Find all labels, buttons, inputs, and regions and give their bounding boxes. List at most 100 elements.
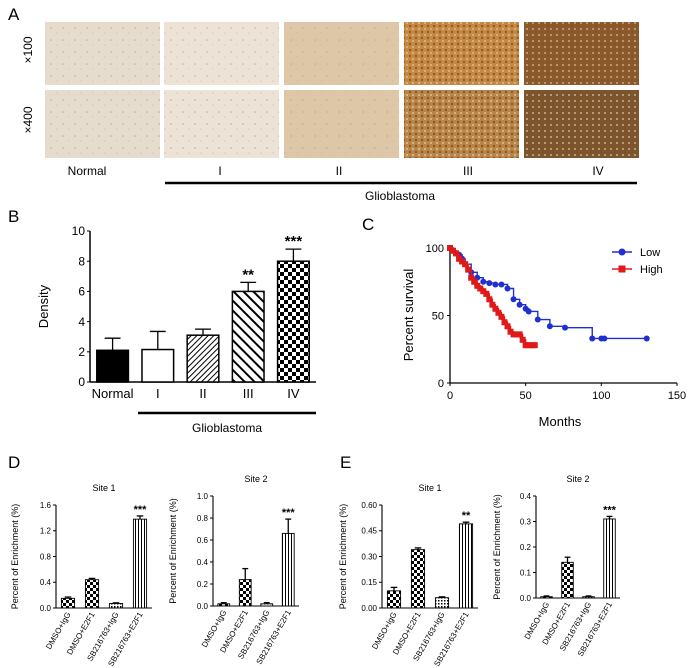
glioblastoma-label-a: Glioblastoma: [365, 189, 435, 203]
micrograph-texture: [524, 90, 639, 158]
data-point-high: [486, 296, 493, 303]
panel-letter-c: C: [362, 215, 374, 234]
legend-marker-low: [618, 248, 626, 256]
y-tick-label: 0.0: [520, 594, 532, 603]
data-point-high: [465, 266, 472, 273]
chart-d-site2: 0.0 0.2 0.4 0.6 0.8 1.0 Percent of Enrichment …: [168, 474, 299, 666]
y-tick-label: 0: [78, 375, 85, 389]
micrograph-texture: [284, 22, 399, 85]
x-tick-label: III: [243, 386, 254, 401]
x-tick-label: 150: [668, 390, 686, 402]
data-point-high: [516, 331, 523, 338]
y-axis-label: Percent of Enrichment (%): [168, 498, 178, 604]
panel-a-column-labels: Normal I II III IV: [68, 164, 604, 178]
data-point-high: [483, 290, 490, 297]
panel-letter-b: B: [8, 207, 19, 226]
x-tick-label: 0: [447, 390, 453, 402]
chart-c-survival: 0 50 100 0 50 100 150 Months Percent survival Low…: [401, 243, 686, 429]
bar-sb216763-e2f1: [603, 518, 616, 599]
x-tick-label: Normal: [92, 386, 134, 401]
bar-iii: [231, 290, 265, 383]
row-label-400x: ×400: [21, 106, 35, 133]
bar-sb216763-igg: [434, 597, 450, 609]
y-tick-label: 0.30: [361, 552, 377, 561]
y-tick-label: 0.8: [40, 552, 52, 561]
significance-mark: ***: [285, 233, 303, 250]
bar-sb216763-e2f1: [132, 518, 148, 609]
significance-mark: ***: [282, 507, 296, 519]
data-point-high: [462, 261, 469, 268]
y-tick-label: 0.2: [197, 580, 209, 589]
data-point-high: [453, 250, 460, 257]
y-tick-label: 6: [78, 285, 85, 299]
column-label: II: [336, 164, 343, 178]
data-point-high: [525, 342, 532, 349]
data-point-low: [562, 324, 569, 331]
data-point-low: [504, 285, 511, 292]
chart-title: Site 2: [244, 474, 267, 484]
data-point-high: [477, 285, 484, 292]
bar-iv: [276, 260, 310, 383]
bar-dmso-e2f1: [238, 579, 252, 607]
bar-sb216763-e2f1: [281, 532, 295, 607]
micrograph-texture: [284, 90, 399, 158]
x-tick-label: I: [156, 386, 160, 401]
panel-letter-d: D: [8, 453, 20, 472]
micrograph-texture: [45, 90, 160, 158]
data-point-high: [447, 245, 453, 251]
data-point-low: [589, 335, 596, 342]
x-tick-label: II: [199, 386, 206, 401]
bar-dmso-e2f1: [84, 579, 100, 609]
data-point-high: [531, 342, 538, 349]
bar-sb216763-e2f1: [458, 523, 474, 609]
data-point-high: [492, 305, 499, 312]
micrograph-texture: [164, 22, 279, 85]
data-point-high: [474, 282, 481, 289]
bar-dmso-igg: [540, 596, 553, 599]
data-point-high: [456, 255, 463, 262]
bar-dmso-igg: [60, 597, 76, 609]
y-tick-label: 1.2: [40, 527, 52, 536]
x-tick-label: 100: [592, 390, 610, 402]
data-point-high: [504, 323, 511, 330]
panel-a-micrographs: [45, 22, 639, 158]
micrograph-texture: [404, 22, 519, 85]
bar-dmso-e2f1: [410, 549, 426, 609]
chart-title: Site 1: [418, 483, 441, 493]
bar-dmso-e2f1: [561, 561, 574, 599]
data-point-low: [480, 278, 487, 285]
chart-e-site1: 0.00 0.15 0.30 0.45 0.60 Percent of Enrichmen…: [338, 483, 478, 668]
legend-label-low: Low: [640, 247, 660, 259]
data-point-high: [489, 301, 496, 308]
data-point-low: [510, 296, 517, 303]
y-axis-label: Density: [36, 284, 51, 328]
data-point-low: [498, 281, 505, 288]
data-point-high: [459, 258, 466, 265]
data-point-high: [528, 342, 535, 349]
data-point-high: [480, 288, 487, 295]
data-point-high: [471, 278, 478, 285]
bar-normal: [96, 349, 130, 383]
y-tick-label: 0.60: [361, 501, 377, 510]
y-tick-label: 0.1: [520, 568, 532, 577]
y-tick-label: 0.0: [197, 602, 209, 611]
data-point-high: [507, 328, 514, 335]
micrograph-texture: [164, 90, 279, 158]
column-label: I: [218, 164, 221, 178]
x-tick-label: IV: [287, 386, 300, 401]
y-tick-label: 0: [438, 378, 444, 390]
column-label: Normal: [68, 164, 107, 178]
significance-mark: **: [462, 510, 471, 522]
y-tick-label: 0.4: [197, 558, 209, 567]
bar-dmso-igg: [386, 590, 402, 609]
y-tick-label: 0.00: [361, 604, 377, 613]
data-point-high: [498, 313, 505, 320]
micrograph-texture: [524, 22, 639, 85]
y-tick-label: 0.45: [361, 527, 377, 536]
bar-ii: [186, 334, 220, 383]
y-tick-label: 100: [426, 243, 444, 255]
row-label-100x: ×100: [21, 36, 35, 63]
data-point-high: [519, 336, 526, 343]
